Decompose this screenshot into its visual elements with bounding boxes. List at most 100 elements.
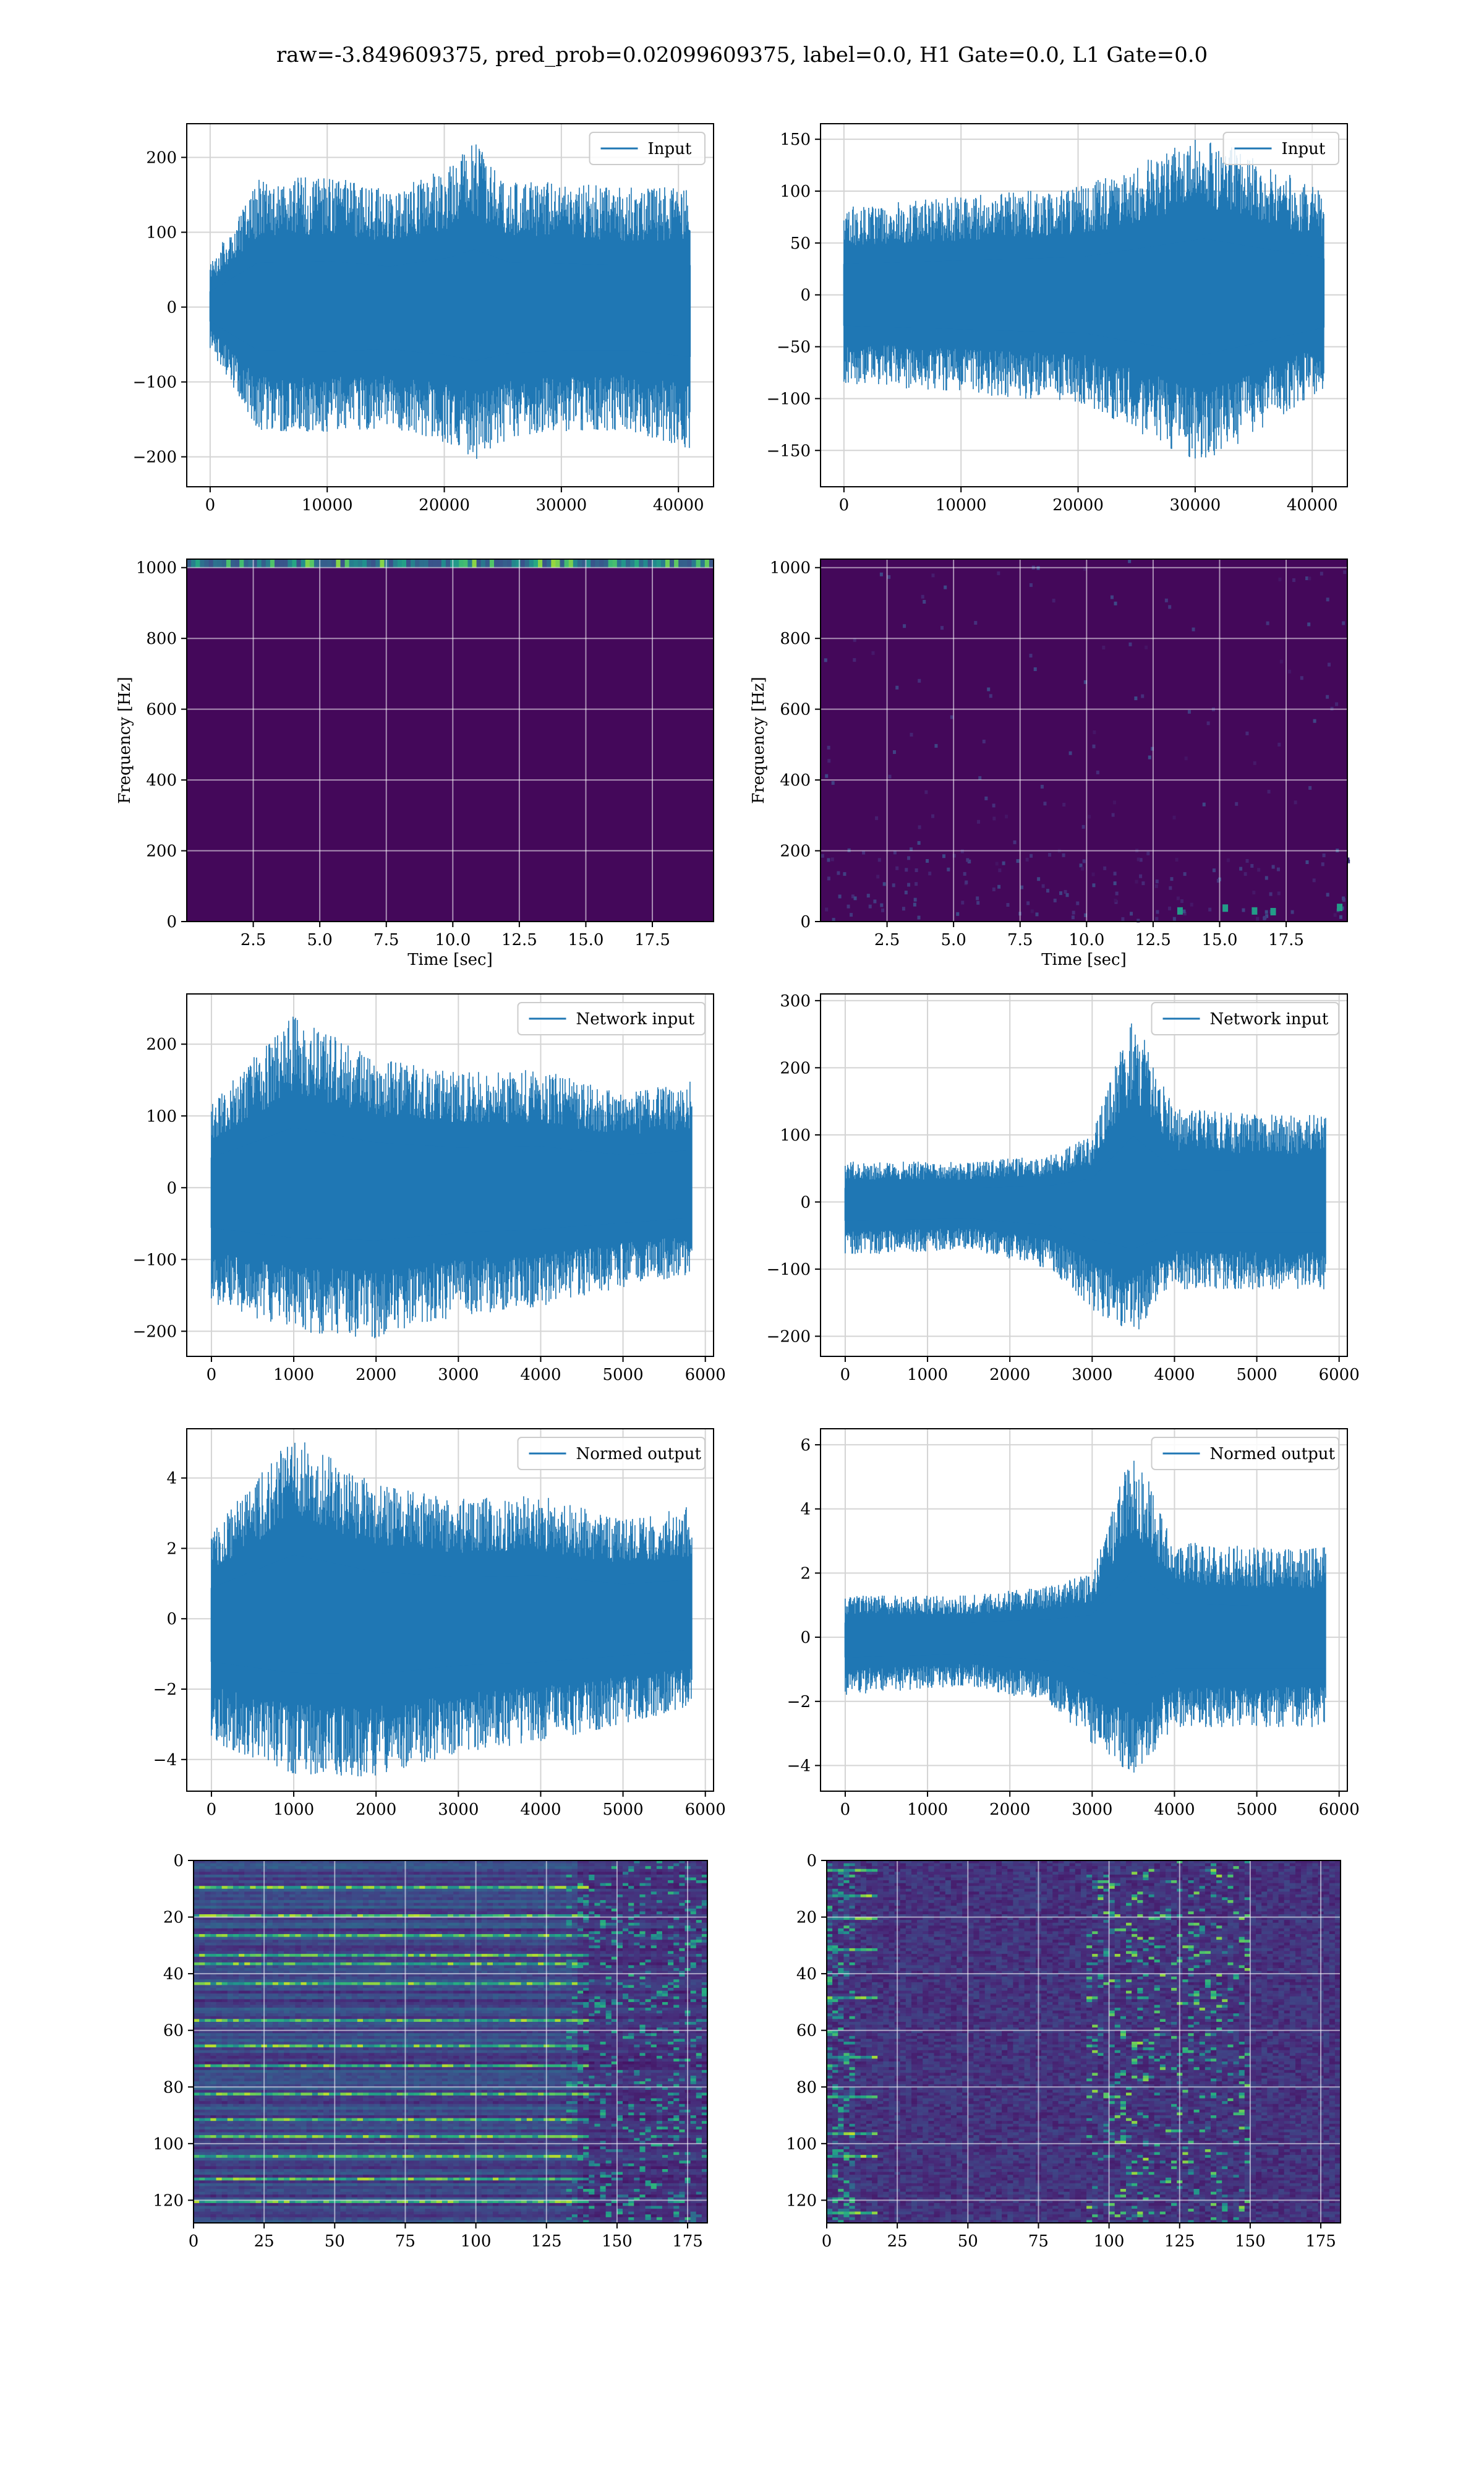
heatmap-cell	[301, 1925, 307, 1929]
heatmap-cell	[430, 1863, 437, 1867]
heatmap-cell	[301, 1897, 307, 1901]
heatmap-cell	[340, 1945, 346, 1949]
heatmap-cell	[662, 1959, 668, 1963]
heatmap-cell	[589, 1920, 595, 1924]
heatmap-cell	[583, 1967, 589, 1971]
heatmap-cell	[481, 1940, 488, 1943]
heatmap-cell	[498, 1874, 505, 1878]
x-tick-label: 3000	[1072, 1800, 1112, 1819]
heatmap-cell	[278, 1976, 284, 1980]
heatmap-cell	[481, 1974, 488, 1977]
heatmap-cell	[634, 1894, 640, 1898]
heatmap-cell	[701, 1976, 708, 1980]
spectrogram-cell	[1141, 881, 1145, 886]
heatmap-cell	[470, 1982, 476, 1985]
heatmap-cell	[216, 1911, 223, 1915]
heatmap-cell	[380, 1868, 386, 1872]
heatmap-cell	[690, 1866, 697, 1870]
heatmap-cell	[510, 1934, 516, 1938]
heatmap-cell	[227, 1866, 234, 1870]
heatmap-cell	[459, 1954, 465, 1958]
heatmap-cell	[414, 1990, 420, 1994]
heatmap-cell	[492, 1883, 499, 1886]
heatmap-cell	[594, 1866, 600, 1870]
heatmap-cell	[470, 1922, 476, 1926]
heatmap-cell	[408, 1974, 414, 1977]
spectrogram-cell	[1347, 859, 1350, 863]
heatmap-cell	[560, 1920, 567, 1924]
heatmap-cell	[369, 1971, 375, 1974]
heatmap-cell	[346, 1948, 352, 1951]
heatmap-cell	[521, 1922, 527, 1926]
heatmap-cell	[447, 1897, 454, 1901]
heatmap-cell	[369, 1886, 375, 1890]
heatmap-cell	[317, 1903, 324, 1906]
heatmap-cell	[396, 1874, 403, 1878]
heatmap-cell	[566, 1934, 573, 1938]
heatmap-cell	[521, 1931, 527, 1935]
heatmap-cell	[628, 1866, 634, 1870]
heatmap-cell	[250, 1900, 256, 1904]
heatmap-cell	[645, 1883, 652, 1886]
heatmap-cell	[289, 1908, 296, 1912]
heatmap-cell	[441, 1985, 448, 1988]
heatmap-cell	[650, 1951, 657, 1954]
heatmap-cell	[594, 1985, 600, 1988]
heatmap-cell	[453, 1962, 459, 1966]
heatmap-cell	[351, 1880, 358, 1884]
heatmap-cell	[408, 1914, 414, 1917]
heatmap-cell	[414, 1942, 420, 1946]
heatmap-cell	[323, 1965, 330, 1969]
heatmap-cell	[656, 1914, 663, 1917]
heatmap-cell	[385, 1925, 392, 1929]
spectrogram-cell	[415, 559, 420, 568]
heatmap-cell	[668, 1866, 674, 1870]
heatmap-cell	[239, 1956, 245, 1960]
heatmap-cell	[306, 1951, 313, 1954]
heatmap-cell	[362, 1917, 369, 1920]
heatmap-cell	[560, 1906, 567, 1909]
heatmap-cell	[312, 1908, 318, 1912]
heatmap-cell	[194, 1888, 200, 1892]
heatmap-cell	[267, 1988, 273, 1991]
heatmap-cell	[645, 1877, 652, 1881]
heatmap-cell	[470, 1954, 476, 1958]
heatmap-cell	[272, 1979, 279, 1983]
heatmap-cell	[549, 1925, 555, 1929]
heatmap-cell	[335, 1920, 341, 1924]
heatmap-cell	[555, 1959, 561, 1963]
heatmap-cell	[679, 1883, 685, 1886]
heatmap-cell	[306, 1982, 313, 1985]
heatmap-cell	[475, 1934, 482, 1938]
heatmap-cell	[323, 1962, 330, 1966]
spectrogram-cell	[472, 559, 477, 568]
heatmap-cell	[340, 1903, 346, 1906]
heatmap-cell	[323, 1866, 330, 1870]
heatmap-cell	[374, 1883, 380, 1886]
heatmap-cell	[650, 1922, 657, 1926]
heatmap-cell	[538, 1971, 544, 1974]
heatmap-cell	[419, 1922, 425, 1926]
heatmap-cell	[244, 1951, 250, 1954]
heatmap-cell	[515, 1942, 522, 1946]
heatmap-cell	[690, 1891, 697, 1895]
heatmap-cell	[464, 1965, 471, 1969]
heatmap-cell	[232, 1877, 239, 1881]
heatmap-cell	[335, 1979, 341, 1983]
heatmap-cell	[408, 1894, 414, 1898]
heatmap-cell	[306, 1863, 313, 1867]
heatmap-cell	[459, 1897, 465, 1901]
heatmap-cell	[560, 1985, 567, 1988]
heatmap-cell	[312, 1903, 318, 1906]
heatmap-cell	[583, 1988, 589, 1991]
heatmap-cell	[515, 1982, 522, 1985]
heatmap-cell	[267, 1908, 273, 1912]
heatmap-cell	[487, 1976, 493, 1980]
heatmap-cell	[696, 1903, 702, 1906]
heatmap-cell	[566, 1974, 573, 1977]
heatmap-cell	[425, 1914, 431, 1917]
y-tick-label: 200	[780, 842, 811, 861]
heatmap-cell	[521, 1948, 527, 1951]
heatmap-cell	[679, 1922, 685, 1926]
heatmap-cell	[396, 1948, 403, 1951]
